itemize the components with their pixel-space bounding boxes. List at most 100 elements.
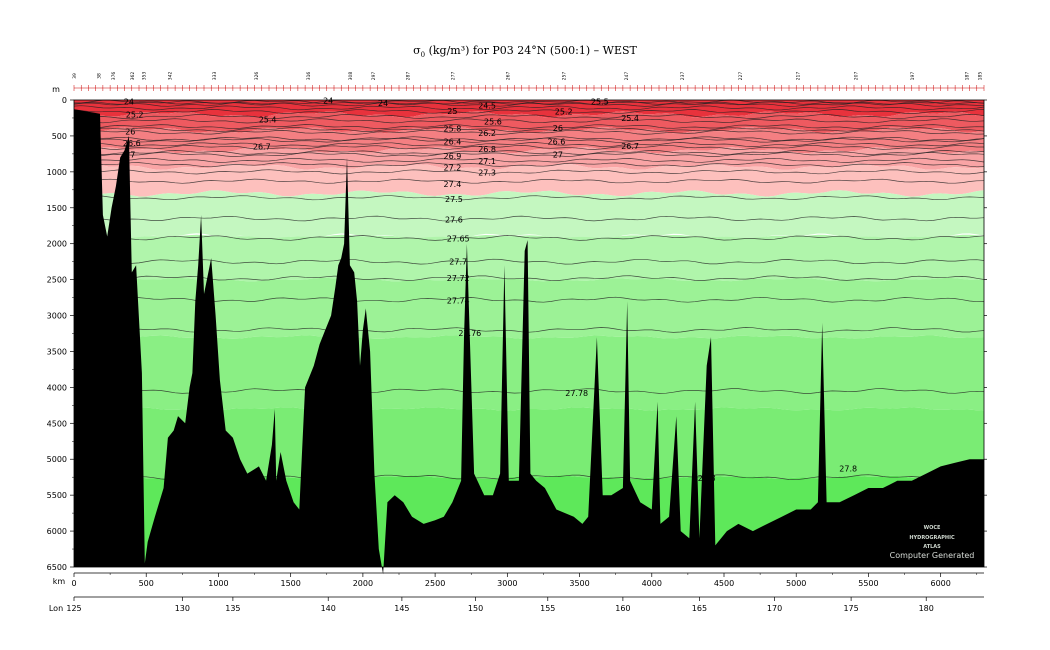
distance-tick-label: 6000	[930, 579, 950, 588]
contour-label-27.7-0: 27.7	[449, 258, 467, 267]
lon-tick-label: 175	[843, 604, 858, 613]
lon-label: Lon	[49, 604, 63, 613]
contour-label-25.4-0: 25.4	[259, 115, 277, 124]
lon-tick-label: 170	[767, 604, 782, 613]
station-label: 185	[978, 72, 984, 81]
contour-24.5	[73, 101, 985, 107]
contour-25.5	[73, 100, 985, 106]
distance-tick-label: 2000	[353, 579, 373, 588]
contour-label-26.9-0: 26.9	[443, 152, 461, 161]
station-label: 247	[624, 72, 630, 81]
contour-27.1	[73, 157, 985, 163]
contour-label-26-0: 26	[125, 128, 135, 137]
depth-tick-label: 2000	[47, 240, 67, 249]
depth-tick-label: 0	[62, 96, 67, 105]
contour-27.2	[73, 162, 985, 168]
station-label: 342	[167, 72, 173, 81]
watermark-line4: Computer Generated	[890, 551, 975, 560]
lon-tick-label: 160	[615, 604, 630, 613]
contour-25	[73, 105, 985, 111]
contour-label-27.6-0: 27.6	[445, 215, 463, 224]
depth-tick-label: 2500	[47, 276, 67, 285]
contour-27.6	[73, 215, 985, 222]
contour-27.65	[73, 235, 985, 241]
station-axis: 39 38 376 362 353 342 333 326 316 308 297 287 277 267…	[72, 72, 985, 91]
color-band-5	[74, 190, 984, 240]
contour-27.74	[73, 296, 985, 303]
distance-tick-label: 3000	[497, 579, 517, 588]
longitude-axis: 125 130 135 140 145 150 155 160 165 170 175 180	[66, 596, 984, 613]
station-label: 197	[910, 72, 916, 81]
distance-tick-label: 4500	[714, 579, 734, 588]
contour-26.2	[73, 129, 985, 135]
watermark-line3: ATLAS	[923, 544, 941, 550]
contour-label-27.74-0: 27.74	[447, 297, 470, 306]
distance-unit-label: km	[53, 577, 66, 586]
color-band-6	[74, 234, 984, 282]
color-band-2	[74, 127, 984, 154]
depth-tick-label: 3500	[47, 347, 67, 356]
contour-label-25.2-1: 25.2	[555, 108, 573, 117]
lon-tick-label: 180	[919, 604, 934, 613]
station-label: 297	[371, 72, 377, 81]
station-label: 267	[505, 72, 511, 81]
contour-label-27.5-0: 27.5	[445, 195, 463, 204]
lon-tick-label: 140	[321, 604, 336, 613]
contour-label-27.76-0: 27.76	[458, 329, 481, 338]
distance-tick-label: 4000	[642, 579, 662, 588]
contour-27.76	[73, 327, 985, 333]
lon-tick-label: 145	[394, 604, 409, 613]
contour-27.3	[73, 169, 985, 175]
station-label: 362	[130, 72, 136, 81]
depth-tick-label: 5500	[47, 491, 67, 500]
contour-label-26.4-0: 26.4	[443, 138, 461, 147]
distance-tick-label: 0	[71, 579, 76, 588]
contour-25.6	[74, 118, 985, 124]
contour-label-27-0: 27	[125, 151, 135, 160]
lon-tick-label: 150	[468, 604, 483, 613]
color-band-7	[74, 277, 984, 339]
station-label: 326	[254, 72, 260, 81]
title-rest: (kg/m³) for P03 24°N (500:1) – WEST	[425, 44, 637, 57]
contour-label-24.5-0: 24.5	[478, 102, 496, 111]
depth-unit-label: m	[52, 85, 60, 94]
title-subscript: 0	[421, 51, 425, 59]
station-label: 38	[97, 73, 103, 79]
station-label: 287	[406, 72, 412, 81]
contour-label-27.1-0: 27.1	[478, 157, 496, 166]
watermark: WOCE HYDROGRAPHIC ATLAS Computer Generat…	[890, 525, 975, 560]
station-label: 237	[680, 72, 686, 81]
contour-label-27.3-0: 27.3	[478, 169, 496, 178]
contour-label-24-1: 24	[323, 97, 333, 106]
depth-tick-label: 6500	[47, 563, 67, 572]
contour-label-26.7-0: 26.7	[253, 143, 271, 152]
distance-tick-label: 5500	[858, 579, 878, 588]
distance-tick-label: 1500	[280, 579, 300, 588]
depth-axis: 0 500 1000 1500 2000 2500 3000 3500 4000 4500 5000…	[47, 96, 987, 572]
contour-25.4	[73, 114, 985, 120]
contour-label-25.4-1: 25.4	[621, 114, 639, 123]
title-symbol: σ	[413, 44, 421, 57]
chart-title: σ0 (kg/m³) for P03 24°N (500:1) – WEST	[413, 44, 637, 59]
distance-tick-label: 1000	[208, 579, 228, 588]
contour-label-25.2-0: 25.2	[126, 110, 144, 119]
distance-tick-label: 500	[139, 579, 154, 588]
watermark-line2: HYDROGRAPHIC	[909, 535, 955, 541]
station-label: 187	[965, 72, 971, 81]
contour-label-25.5-0: 25.5	[591, 97, 609, 106]
contour-label-26-1: 26	[553, 124, 563, 133]
contour-label-26.7-1: 26.7	[621, 142, 639, 151]
contour-27	[73, 152, 985, 158]
lon-tick-label: 165	[692, 604, 707, 613]
contour-27.72	[73, 275, 985, 281]
depth-tick-label: 5000	[47, 455, 67, 464]
lon-tick-label: 135	[225, 604, 240, 613]
contour-label-27.65-0: 27.65	[447, 235, 470, 244]
depth-tick-label: 1500	[47, 204, 67, 213]
depth-tick-label: 1000	[47, 168, 67, 177]
station-label: 376	[111, 72, 117, 81]
contour-label-27.72-0: 27.72	[447, 274, 470, 283]
depth-tick-label: 500	[52, 132, 67, 141]
station-label: 217	[796, 72, 802, 81]
